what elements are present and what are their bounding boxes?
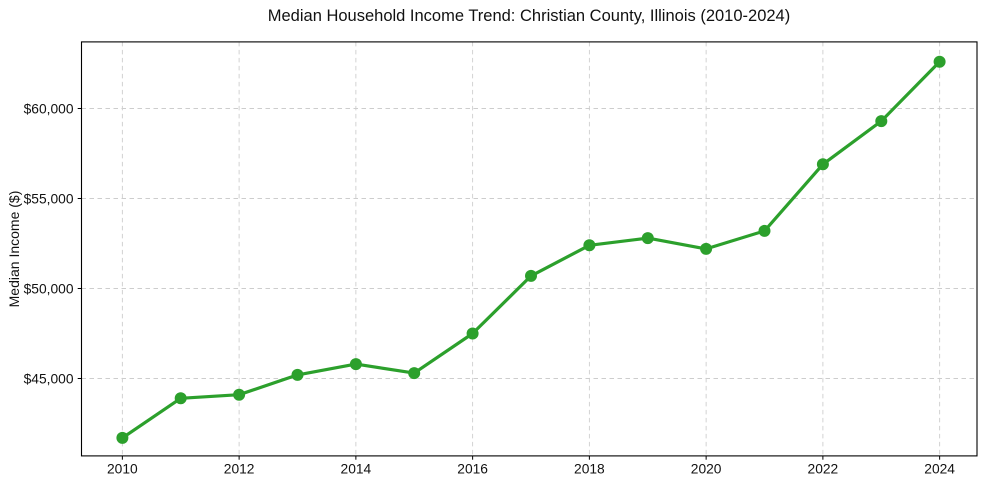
chart-title: Median Household Income Trend: Christian… (268, 7, 790, 25)
y-axis-label: Median Income ($) (6, 191, 22, 308)
data-point-2010 (116, 431, 129, 444)
data-point-2015 (408, 367, 421, 380)
data-point-2022 (816, 158, 829, 171)
x-tick-label: 2014 (341, 461, 372, 476)
data-point-2023 (875, 115, 888, 128)
data-point-2013 (291, 368, 304, 381)
x-tick-label: 2016 (457, 461, 488, 476)
data-point-2019 (641, 232, 654, 245)
x-tick-label: 2020 (691, 461, 722, 476)
y-tick-label: $45,000 (24, 371, 74, 386)
x-tick-label: 2022 (808, 461, 839, 476)
data-point-2016 (466, 327, 479, 340)
data-point-2021 (758, 224, 771, 237)
plot-area: 2010 2012 2014 2016 2018 2020 2022 2024 $45,000 $… (24, 41, 978, 476)
data-point-2011 (174, 392, 187, 405)
x-tick-label: 2018 (574, 461, 605, 476)
data-point-2020 (700, 242, 713, 255)
data-point-2014 (349, 358, 362, 371)
data-point-2018 (583, 239, 596, 252)
data-point-2024 (933, 55, 946, 68)
y-tick-label: $55,000 (24, 191, 74, 206)
y-tick-label: $60,000 (24, 101, 74, 116)
data-point-2017 (525, 269, 537, 282)
y-tick-label: $50,000 (24, 281, 74, 296)
x-tick-label: 2012 (224, 461, 255, 476)
data-point-2012 (233, 388, 246, 401)
trend-line (120, 60, 942, 440)
plot-frame (80, 41, 978, 457)
x-tick-label: 2024 (924, 461, 955, 476)
x-tick-label: 2010 (107, 461, 138, 476)
